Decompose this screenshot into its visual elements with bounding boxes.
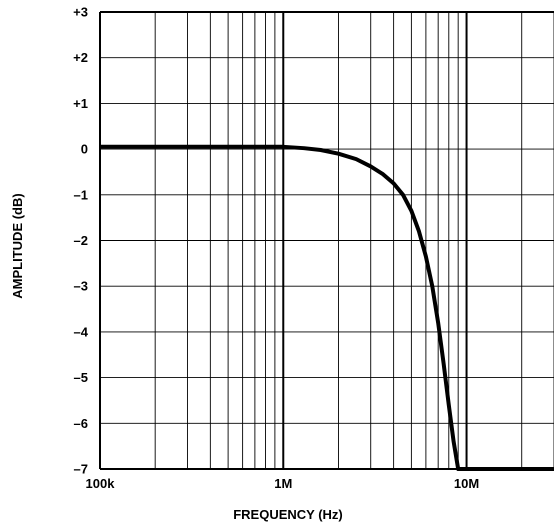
y-tick-label: +1 bbox=[73, 96, 88, 111]
y-tick-label: –2 bbox=[74, 233, 88, 248]
plot-frame bbox=[99, 11, 554, 470]
y-tick-label: –3 bbox=[74, 279, 88, 294]
series-layer bbox=[100, 144, 554, 471]
y-tick-label: +3 bbox=[73, 5, 88, 20]
x-tick-label: 100k bbox=[86, 476, 116, 491]
y-tick-label: –7 bbox=[74, 462, 88, 477]
y-tick-label: –6 bbox=[74, 416, 88, 431]
y-tick-label: +2 bbox=[73, 50, 88, 65]
x-tick-labels: 100k 1M 10M bbox=[86, 476, 480, 491]
y-tick-labels: +3 +2 +1 0 –1 –2 –3 –4 –5 –6 –7 bbox=[73, 5, 89, 477]
y-axis-title: AMPLITUDE (dB) bbox=[10, 193, 25, 298]
y-tick-label: 0 bbox=[81, 142, 88, 157]
grid bbox=[99, 11, 554, 470]
x-tick-label: 1M bbox=[274, 476, 292, 491]
y-tick-label: –1 bbox=[74, 187, 88, 202]
response-curve-series-0 bbox=[100, 144, 554, 471]
y-tick-label: –5 bbox=[74, 370, 88, 385]
x-tick-label: 10M bbox=[454, 476, 479, 491]
y-tick-label: –4 bbox=[74, 324, 89, 339]
x-axis-title: FREQUENCY (Hz) bbox=[233, 507, 343, 522]
